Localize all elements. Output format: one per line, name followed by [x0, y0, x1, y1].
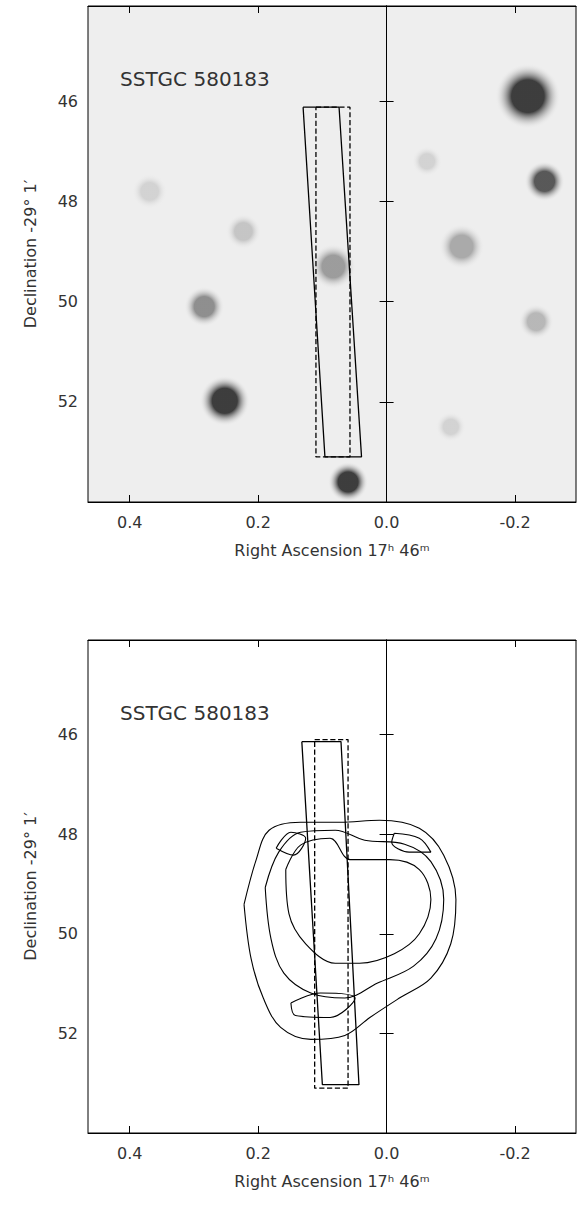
svg-text:0.0: 0.0	[374, 1144, 399, 1163]
svg-text:0.4: 0.4	[117, 513, 142, 532]
svg-text:Right Ascension 17ʰ 46ᵐ: Right Ascension 17ʰ 46ᵐ	[234, 541, 429, 560]
svg-text:-0.2: -0.2	[499, 1144, 530, 1163]
svg-text:0.0: 0.0	[374, 513, 399, 532]
svg-text:SSTGC 580183: SSTGC 580183	[120, 701, 270, 725]
svg-text:SSTGC 580183: SSTGC 580183	[120, 67, 270, 91]
svg-text:0.2: 0.2	[245, 1144, 270, 1163]
svg-text:46: 46	[58, 725, 78, 744]
svg-text:48: 48	[58, 192, 78, 211]
svg-text:0.4: 0.4	[117, 1144, 142, 1163]
svg-text:50: 50	[58, 924, 78, 943]
svg-text:Declination -29° 1′: Declination -29° 1′	[21, 179, 40, 328]
svg-text:0.2: 0.2	[245, 513, 270, 532]
svg-text:Right Ascension 17ʰ 46ᵐ: Right Ascension 17ʰ 46ᵐ	[234, 1172, 429, 1191]
svg-text:46: 46	[58, 92, 78, 111]
svg-text:52: 52	[58, 1024, 78, 1043]
svg-text:48: 48	[58, 825, 78, 844]
svg-text:Declination -29° 1′: Declination -29° 1′	[21, 812, 40, 961]
svg-text:-0.2: -0.2	[499, 513, 530, 532]
svg-text:52: 52	[58, 392, 78, 411]
svg-text:50: 50	[58, 292, 78, 311]
